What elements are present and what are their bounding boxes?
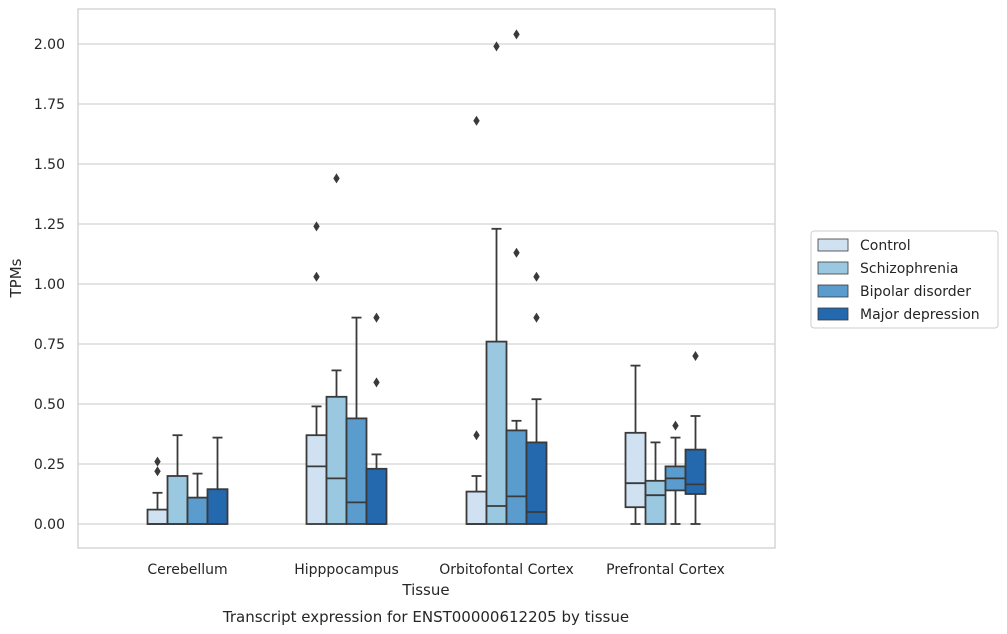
box-0-3 xyxy=(206,436,229,525)
outlier-point xyxy=(373,312,380,323)
legend-label: Control xyxy=(860,238,911,254)
figure-caption: Transcript expression for ENST0000061220… xyxy=(222,608,629,626)
legend-swatch xyxy=(817,307,849,321)
box-3-1 xyxy=(644,441,667,525)
y-tick-labels: 0.00 0.25 0.50 0.75 1.00 1.25 1.50 1.75 2.00 xyxy=(34,37,65,533)
y-tick-label: 0.00 xyxy=(34,517,65,533)
x-tick-labels: Cerebellum Hipppocampus Orbitofontal Corte… xyxy=(147,562,724,578)
legend-swatch xyxy=(817,238,849,252)
box-iqr xyxy=(644,479,667,525)
outlier-point xyxy=(513,247,520,258)
plot-background xyxy=(78,9,775,548)
box-0-0 xyxy=(146,456,169,525)
legend-frame xyxy=(810,230,999,329)
y-tick-label: 0.50 xyxy=(34,397,65,413)
box-iqr xyxy=(186,496,209,525)
outlier-point xyxy=(154,456,161,467)
y-tick-label: 1.25 xyxy=(34,217,65,233)
box-1-3 xyxy=(365,312,388,525)
legend-swatch xyxy=(817,261,849,275)
x-tick-label: Prefrontal Cortex xyxy=(606,562,725,578)
y-tick-label: 1.00 xyxy=(34,277,65,293)
plot-frame xyxy=(77,8,776,549)
box-3-2 xyxy=(664,420,687,525)
outlier-point xyxy=(533,271,540,282)
box-iqr xyxy=(325,395,348,525)
y-tick-label: 2.00 xyxy=(34,37,65,53)
legend-label: Schizophrenia xyxy=(860,261,958,277)
box-iqr xyxy=(624,431,647,509)
outlier-point xyxy=(533,312,540,323)
outlier-point xyxy=(333,173,340,184)
legend-label: Major depression xyxy=(860,307,980,323)
box-iqr xyxy=(465,490,488,525)
outlier-point xyxy=(313,221,320,232)
outlier-point xyxy=(513,29,520,40)
outlier-point xyxy=(313,271,320,282)
box-iqr xyxy=(365,467,388,525)
box-iqr xyxy=(525,441,548,525)
box-groups xyxy=(146,29,707,525)
box-iqr xyxy=(166,475,189,525)
y-tick-label: 1.50 xyxy=(34,157,65,173)
box-iqr xyxy=(345,417,368,525)
y-axis-title: TPMs xyxy=(7,258,25,298)
box-1-2 xyxy=(345,316,368,525)
legend-swatch xyxy=(817,284,849,298)
legend: Control Schizophrenia Bipolar disorder Majo… xyxy=(810,230,999,329)
legend-label: Bipolar disorder xyxy=(860,284,971,300)
outlier-point xyxy=(692,351,699,361)
box-iqr xyxy=(206,488,229,525)
box-iqr xyxy=(146,508,169,525)
x-axis-title: Tissue xyxy=(401,581,449,599)
box-iqr xyxy=(684,448,707,495)
box-2-3 xyxy=(525,271,548,525)
box-3-0 xyxy=(624,364,647,525)
y-tick-label: 1.75 xyxy=(34,97,65,113)
outlier-point xyxy=(493,41,500,52)
x-tick-label: Hipppocampus xyxy=(294,562,399,578)
outlier-point xyxy=(473,430,480,441)
outlier-point xyxy=(154,466,161,477)
outlier-point xyxy=(473,115,480,126)
box-iqr xyxy=(485,340,508,525)
x-tick-label: Orbitofontal Cortex xyxy=(439,562,574,578)
outlier-point xyxy=(373,377,380,388)
box-iqr xyxy=(305,434,328,525)
outlier-point xyxy=(672,420,679,431)
box-3-3 xyxy=(684,351,707,525)
y-tick-label: 0.75 xyxy=(34,337,65,353)
y-tick-label: 0.25 xyxy=(34,457,65,473)
x-tick-label: Cerebellum xyxy=(147,562,227,578)
box-iqr xyxy=(505,429,528,525)
